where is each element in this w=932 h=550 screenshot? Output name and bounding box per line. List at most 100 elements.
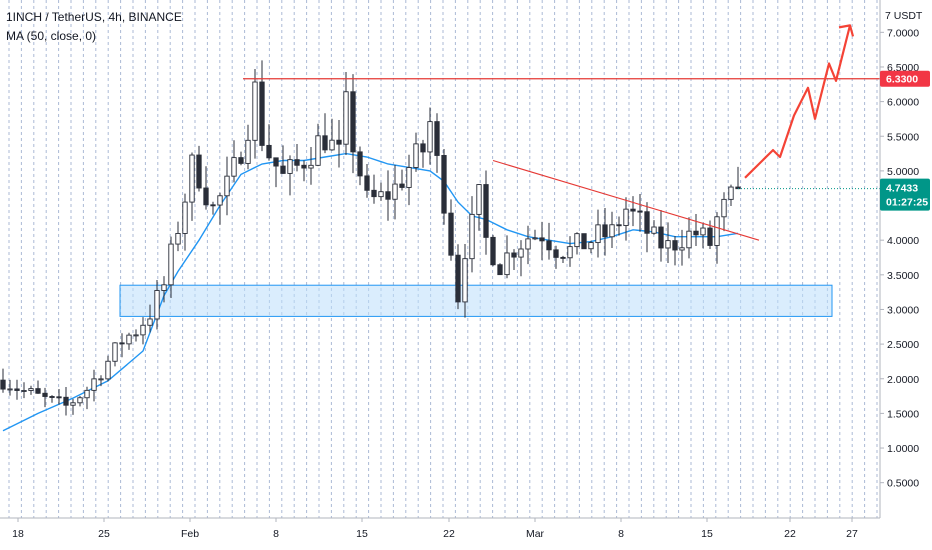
time-tick-label: 22 (784, 528, 796, 540)
resistance-price-label: 6.3300 (886, 74, 918, 86)
price-tick-label: 7.0000 (887, 27, 919, 39)
candle-body (70, 402, 76, 406)
candle-body (56, 396, 62, 399)
candle-body (98, 378, 104, 381)
candle-body (581, 233, 587, 250)
projection-arrow (744, 25, 852, 179)
time-tick-label: 22 (443, 528, 455, 540)
candle-body (714, 216, 720, 246)
candle-body (168, 243, 174, 286)
candle-body (238, 157, 244, 164)
time-tick-label: 27 (846, 528, 858, 540)
time-tick-label: 8 (273, 528, 279, 540)
candle-body (147, 318, 153, 326)
candle-body (616, 224, 622, 227)
candle-body (322, 135, 328, 151)
candle-body (140, 324, 146, 336)
candle-body (364, 175, 370, 191)
candle-body (112, 342, 118, 362)
candle-body (119, 342, 125, 345)
candle-body (126, 334, 132, 345)
candle-body (609, 224, 615, 238)
candle-body (448, 212, 454, 256)
candle-body (371, 189, 377, 198)
candle-body (161, 284, 167, 291)
candle-body (665, 240, 671, 249)
candle-body (399, 183, 405, 188)
chart-legend: 1INCH / TetherUS, 4h, BINANCE MA (50, cl… (6, 8, 182, 46)
candle-body (21, 390, 27, 392)
candle-body (728, 186, 734, 200)
time-tick-label: Feb (181, 528, 199, 540)
candle-body (196, 154, 202, 189)
candle-body (315, 135, 321, 166)
descending-trendline (492, 159, 760, 241)
candle-body (700, 227, 706, 236)
candle-body (413, 143, 419, 168)
ma-indicator-label: MA (50, close, 0) (6, 29, 97, 43)
candle-body (490, 236, 496, 266)
candle-body (329, 139, 335, 151)
candle-body (252, 81, 258, 141)
price-tick-label: 2.0000 (887, 374, 919, 386)
candle-body (77, 397, 83, 404)
candle-body (511, 252, 517, 258)
candle-body (210, 204, 216, 207)
projection-arrowhead (838, 24, 855, 37)
candle-body (301, 164, 307, 169)
candle-body (350, 91, 356, 153)
candle-body (483, 184, 489, 238)
price-tick-label: 4.0000 (887, 235, 919, 247)
drawings (243, 24, 880, 241)
candle-body (280, 165, 286, 174)
candle-body (7, 388, 13, 391)
current-price-badge (880, 178, 930, 211)
candle-countdown-label: 01:27:25 (886, 197, 928, 209)
candle-body (553, 249, 559, 258)
candle-body (385, 191, 391, 200)
candle-body (231, 157, 237, 177)
candle-body (392, 183, 398, 200)
price-tick-label: 6.0000 (887, 97, 919, 109)
candle-body (658, 226, 664, 249)
candle-body (497, 264, 503, 276)
grid-lines (8, 0, 878, 518)
candle-body (343, 91, 349, 145)
price-tick-label: 1.5000 (887, 408, 919, 420)
candle-body (203, 187, 209, 206)
candle-body (546, 240, 552, 251)
candle-body (427, 121, 433, 153)
candle-body (574, 233, 580, 248)
candle-body (455, 254, 461, 303)
candle-body (245, 139, 251, 164)
candle-body (686, 230, 692, 249)
candle-body (518, 248, 524, 258)
candle-body (567, 246, 573, 259)
axis-unit-label: 7 USDT (885, 10, 923, 22)
candle-body (434, 121, 440, 156)
candle-body (630, 208, 636, 212)
candle-body (637, 210, 643, 213)
candle-body (588, 242, 594, 250)
candle-body (0, 379, 6, 390)
candle-body (266, 144, 272, 159)
candle-body (14, 388, 20, 391)
candle-body (721, 198, 727, 218)
candle-body (42, 392, 48, 397)
symbol-title: 1INCH / TetherUS, 4h, BINANCE (6, 10, 182, 24)
candle-body (651, 226, 657, 234)
candle-body (539, 237, 545, 242)
candle-body (441, 155, 447, 214)
candle-body (406, 167, 412, 188)
time-tick-label: 15 (701, 528, 713, 540)
price-tick-label: 5.5000 (887, 131, 919, 143)
price-tick-label: 0.5000 (887, 478, 919, 490)
candle-body (287, 159, 293, 174)
candle-body (525, 238, 531, 250)
candle-body (63, 396, 69, 406)
candle-body (336, 139, 342, 145)
candle-body (35, 388, 41, 394)
